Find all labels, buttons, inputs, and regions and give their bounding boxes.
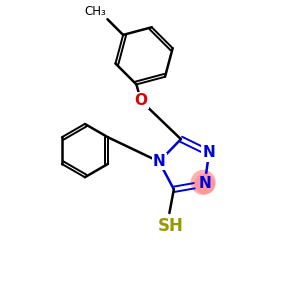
- Text: SH: SH: [158, 218, 184, 236]
- Text: O: O: [134, 93, 147, 108]
- Text: N: N: [153, 154, 166, 169]
- Text: N: N: [203, 146, 215, 160]
- Text: N: N: [198, 176, 211, 191]
- Text: CH₃: CH₃: [84, 5, 106, 18]
- Ellipse shape: [190, 170, 216, 195]
